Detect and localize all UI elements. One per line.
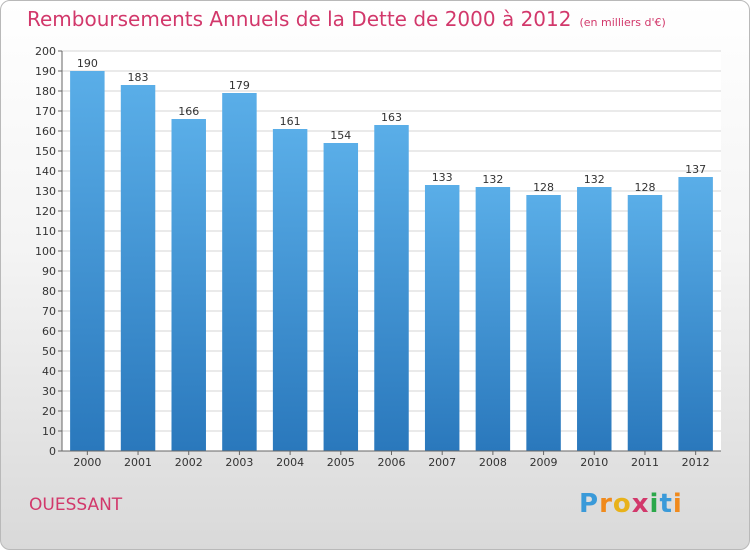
value-label-2004: 161 bbox=[280, 115, 301, 128]
value-label-2001: 183 bbox=[128, 71, 149, 84]
y-tick-label: 140 bbox=[35, 165, 56, 178]
value-label-2003: 179 bbox=[229, 79, 250, 92]
y-tick-label: 10 bbox=[42, 425, 56, 438]
bar-2003 bbox=[222, 93, 257, 451]
bar-2012 bbox=[678, 177, 713, 451]
bar-2008 bbox=[475, 187, 511, 451]
x-tick-label-2008: 2008 bbox=[479, 456, 507, 469]
bar-2007 bbox=[424, 185, 460, 451]
chart-title: Remboursements Annuels de la Dette de 20… bbox=[27, 7, 666, 31]
y-tick-label: 110 bbox=[35, 225, 56, 238]
bar-2009 bbox=[526, 195, 561, 451]
bars: 190 183 166 179 161 154 163 133 132 128 132 128 137 bbox=[70, 57, 713, 451]
location-label: OUESSANT bbox=[29, 495, 123, 515]
bar-2001 bbox=[120, 85, 156, 451]
x-tick-label-2007: 2007 bbox=[428, 456, 456, 469]
x-tick-label-2012: 2012 bbox=[682, 456, 710, 469]
bar-2005 bbox=[323, 143, 359, 451]
value-label-2005: 154 bbox=[330, 129, 351, 142]
x-tick-label-2011: 2011 bbox=[631, 456, 659, 469]
y-tick-label: 200 bbox=[35, 45, 56, 58]
brand-letter: P bbox=[579, 489, 600, 519]
y-tick-label: 90 bbox=[42, 265, 56, 278]
y-tick-label: 180 bbox=[35, 85, 56, 98]
bar-2010 bbox=[577, 187, 612, 451]
y-tick-label: 70 bbox=[42, 305, 56, 318]
y-tick-label: 0 bbox=[49, 445, 56, 458]
value-label-2008: 132 bbox=[482, 173, 503, 186]
y-tick-label: 130 bbox=[35, 185, 56, 198]
bar-2002 bbox=[171, 119, 206, 451]
y-tick-label: 150 bbox=[35, 145, 56, 158]
y-tick-label: 120 bbox=[35, 205, 56, 218]
x-tick-label-2006: 2006 bbox=[378, 456, 406, 469]
y-tick-label: 20 bbox=[42, 405, 56, 418]
value-label-2000: 190 bbox=[77, 57, 98, 70]
value-label-2011: 128 bbox=[634, 181, 655, 194]
axes: 0 10 20 30 40 50 60 70 80 90 100 110 120 130 140 150 160… bbox=[35, 45, 721, 469]
y-tick-label: 30 bbox=[42, 385, 56, 398]
bar-2011 bbox=[627, 195, 663, 451]
bar-2006 bbox=[374, 125, 409, 451]
x-tick-label-2003: 2003 bbox=[225, 456, 253, 469]
y-tick-label: 80 bbox=[42, 285, 56, 298]
chart-subtitle: (en milliers d'€) bbox=[579, 16, 666, 29]
x-tick-label-2004: 2004 bbox=[276, 456, 304, 469]
brand-letter: x bbox=[631, 489, 650, 519]
bar-2004 bbox=[272, 129, 308, 451]
y-tick-label: 40 bbox=[42, 365, 56, 378]
y-tick-label: 190 bbox=[35, 65, 56, 78]
x-tick-label-2001: 2001 bbox=[124, 456, 152, 469]
value-label-2002: 166 bbox=[178, 105, 199, 118]
value-label-2006: 163 bbox=[381, 111, 402, 124]
y-tick-label: 60 bbox=[42, 325, 56, 338]
y-tick-label: 160 bbox=[35, 125, 56, 138]
brand-logo: Proxiti bbox=[579, 489, 683, 519]
brand-letter: t bbox=[659, 489, 673, 519]
x-tick-label-2009: 2009 bbox=[530, 456, 558, 469]
brand-letter: i bbox=[672, 489, 683, 519]
bar-2000 bbox=[70, 71, 105, 451]
y-tick-label: 100 bbox=[35, 245, 56, 258]
x-tick-label-2002: 2002 bbox=[175, 456, 203, 469]
chart-title-text: Remboursements Annuels de la Dette de 20… bbox=[27, 7, 572, 31]
x-tick-label-2010: 2010 bbox=[580, 456, 608, 469]
y-tick-label: 50 bbox=[42, 345, 56, 358]
value-label-2012: 137 bbox=[685, 163, 706, 176]
value-label-2009: 128 bbox=[533, 181, 554, 194]
x-tick-label-2005: 2005 bbox=[327, 456, 355, 469]
y-tick-label: 170 bbox=[35, 105, 56, 118]
brand-letter: o bbox=[612, 489, 632, 519]
brand-letter: i bbox=[649, 489, 660, 519]
brand-letter: r bbox=[599, 489, 613, 519]
x-tick-label-2000: 2000 bbox=[73, 456, 101, 469]
value-label-2010: 132 bbox=[584, 173, 605, 186]
value-label-2007: 133 bbox=[432, 171, 453, 184]
